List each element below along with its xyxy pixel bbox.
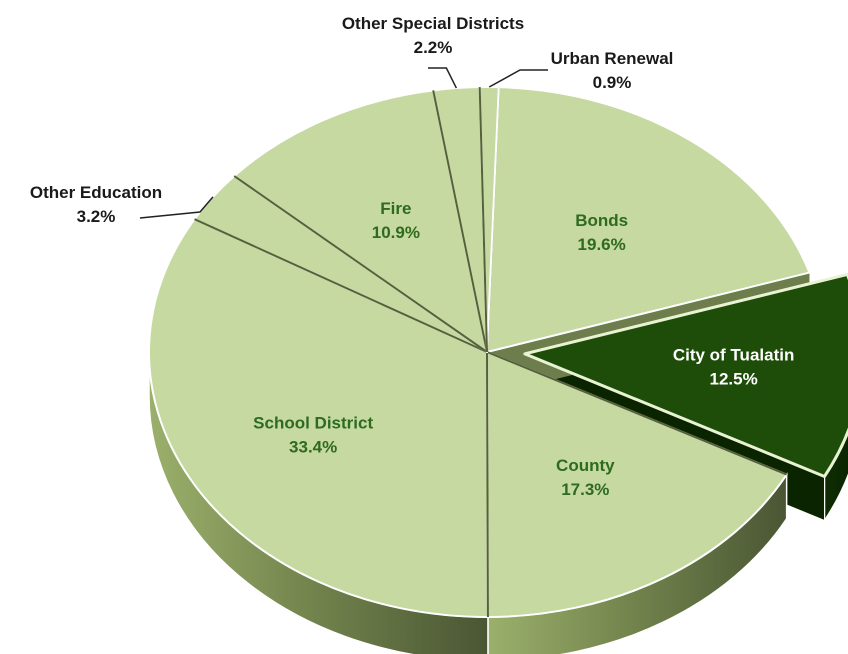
slice-school-district	[148, 218, 489, 618]
slice-seam	[194, 218, 488, 353]
slice-label-school-district: School District	[253, 413, 373, 432]
slice-value-other-special-districts: 2.2%	[414, 38, 453, 57]
leader-line-urban-renewal	[488, 69, 548, 88]
pie-slices	[148, 86, 848, 618]
slice-label-fire: Fire	[380, 199, 411, 218]
slice-label-city-of-tualatin: City of Tualatin	[673, 345, 795, 364]
leader-line-other-special-districts	[428, 67, 458, 89]
slice-value-county: 17.3%	[561, 480, 609, 499]
slice-seam	[486, 351, 788, 476]
slice-city-of-tualatin	[523, 272, 848, 478]
slice-seam	[233, 175, 488, 353]
slice-value-fire: 10.9%	[372, 223, 420, 242]
slice-label-other-special-districts: Other Special Districts	[342, 14, 524, 33]
slice-value-bonds: 19.6%	[578, 235, 626, 254]
slice-seam	[432, 90, 488, 353]
slice-value-other-education: 3.2%	[77, 207, 116, 226]
slice-fire	[233, 89, 488, 353]
slice-label-bonds: Bonds	[575, 211, 628, 230]
slice-seam	[486, 351, 489, 618]
slice-label-urban-renewal: Urban Renewal	[551, 49, 674, 68]
slice-label-other-education: Other Education	[30, 183, 162, 202]
slice-seam	[478, 87, 488, 353]
slice-bonds	[486, 86, 811, 353]
leader-line-other-education	[139, 196, 214, 219]
leader-lines	[139, 67, 548, 219]
slice-value-city-of-tualatin: 12.5%	[709, 369, 757, 388]
slice-county	[486, 351, 788, 618]
slice-labels: Bonds 19.6% City of Tualatin 12.5% County 17.…	[30, 14, 794, 499]
slice-label-county: County	[556, 456, 615, 475]
slice-value-urban-renewal: 0.9%	[593, 73, 632, 92]
slice-value-school-district: 33.4%	[289, 437, 337, 456]
